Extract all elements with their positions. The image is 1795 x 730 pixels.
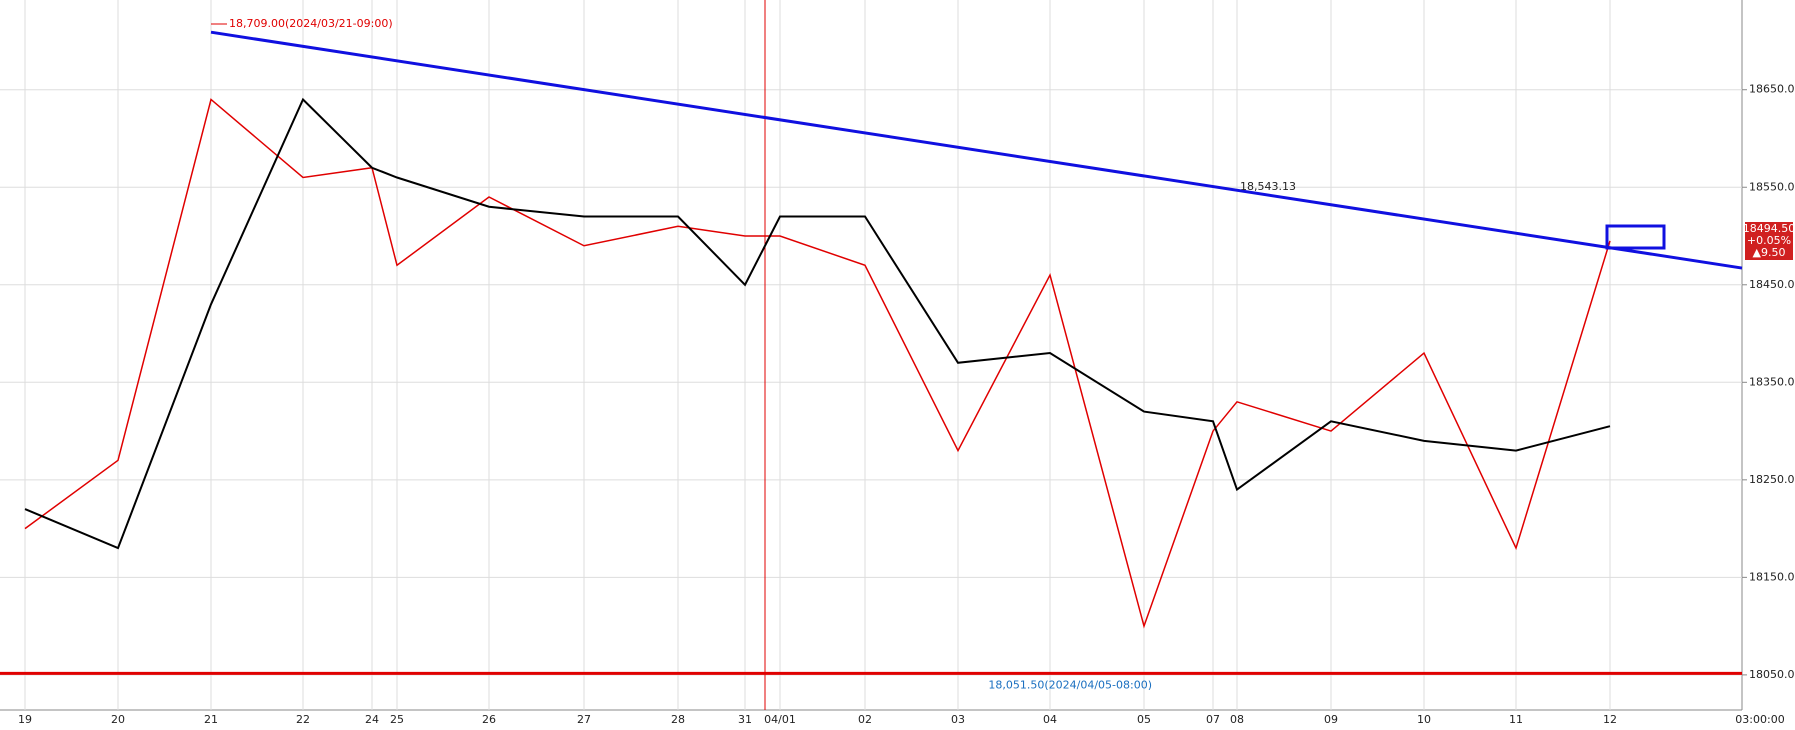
- x-tick-label: 08: [1230, 713, 1244, 726]
- x-tick-label: 04: [1043, 713, 1057, 726]
- selection-box: [1605, 224, 1666, 250]
- x-tick-label: 28: [671, 713, 685, 726]
- x-tick-label: 25: [390, 713, 404, 726]
- x-tick-label: 24: [365, 713, 379, 726]
- trend-annotation: 18,543.13: [1240, 180, 1296, 193]
- last-price-box: [1745, 222, 1793, 260]
- x-tick-label: 03: [951, 713, 965, 726]
- low-annotation: 18,051.50(2024/04/05-08:00): [988, 678, 1152, 691]
- x-tick-label: 31: [738, 713, 752, 726]
- x-tick-label: 03:00:00: [1735, 713, 1784, 726]
- x-tick-label: 09: [1324, 713, 1338, 726]
- y-tick-label: 18150.00: [1749, 570, 1795, 583]
- x-tick-label: 07: [1206, 713, 1220, 726]
- x-tick-label: 19: [18, 713, 32, 726]
- x-tick-label: 10: [1417, 713, 1431, 726]
- last-price: 18494.50: [1743, 222, 1795, 235]
- x-tick-label: 26: [482, 713, 496, 726]
- price-line: [24, 98, 1611, 629]
- x-tick-label: 05: [1137, 713, 1151, 726]
- x-tick-label: 22: [296, 713, 310, 726]
- x-tick-label: 20: [111, 713, 125, 726]
- x-tick-label: 12: [1603, 713, 1617, 726]
- y-tick-label: 18650.00: [1749, 83, 1795, 96]
- last-change: ▲9.50: [1753, 246, 1786, 259]
- y-tick-label: 18350.00: [1749, 375, 1795, 388]
- x-tick-label: 21: [204, 713, 218, 726]
- price-line: [24, 97, 1611, 550]
- x-tick-label: 27: [577, 713, 591, 726]
- y-tick-label: 18250.00: [1749, 473, 1795, 486]
- high-annotation: 18,709.00(2024/03/21-09:00): [229, 17, 393, 30]
- x-tick-label: 11: [1509, 713, 1523, 726]
- x-tick-label: 02: [858, 713, 872, 726]
- last-change-pct: +0.05%: [1747, 234, 1791, 247]
- y-tick-label: 18050.00: [1749, 668, 1795, 681]
- x-tick-label: 04/01: [764, 713, 796, 726]
- y-tick-label: 18550.00: [1749, 180, 1795, 193]
- y-tick-label: 18450.00: [1749, 278, 1795, 291]
